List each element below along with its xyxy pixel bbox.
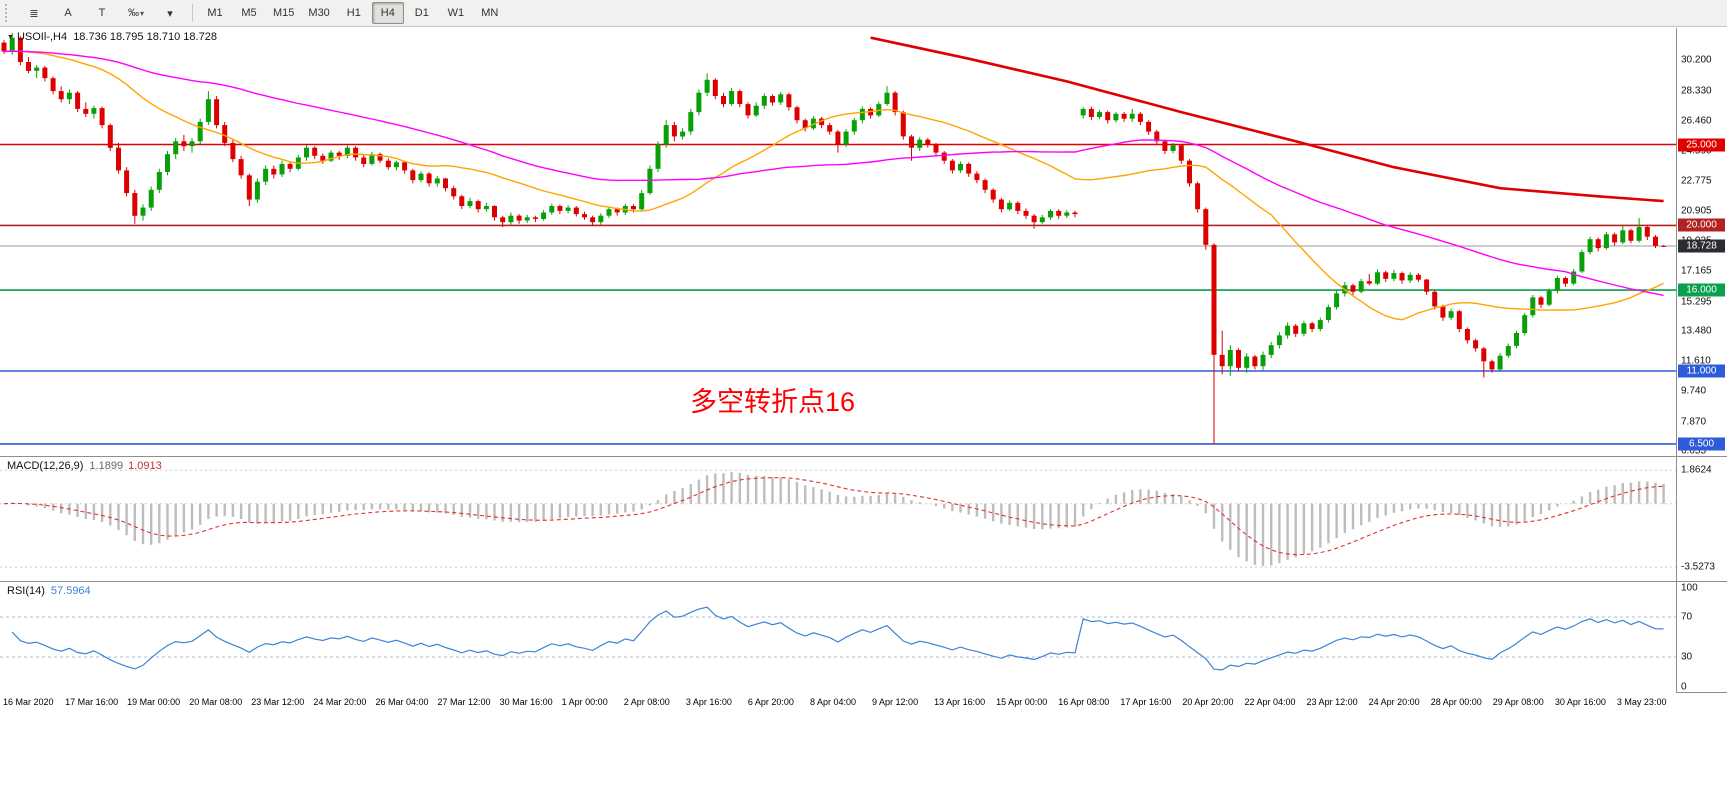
price-tick: 24.590 — [1681, 145, 1712, 157]
current-price-badge: 18.728 — [1678, 239, 1725, 253]
macd-axis[interactable]: 1.8624 -3.5273 — [1676, 457, 1727, 581]
price-level-badge: 11.000 — [1678, 364, 1725, 378]
toolbar-drag-handle[interactable] — [5, 4, 12, 22]
rsi-tick: 30 — [1681, 651, 1693, 663]
price-level-badge: 20.000 — [1678, 218, 1725, 232]
tools-dropdown-button[interactable]: ▾ — [167, 7, 173, 20]
time-label: 27 Mar 12:00 — [437, 697, 491, 707]
rsi-panel: RSI(14) 57.5964 100 70 30 0 — [0, 582, 1727, 693]
macd-indicator-name: MACD(12,26,9) — [7, 460, 84, 472]
rsi-tick: 100 — [1681, 582, 1698, 594]
time-label: 20 Mar 08:00 — [189, 697, 243, 707]
macd-panel: MACD(12,26,9) 1.1899 1.0913 1.8624 -3.5273 — [0, 457, 1727, 582]
time-label: 30 Apr 16:00 — [1554, 697, 1606, 707]
macd-tick: -3.5273 — [1681, 561, 1715, 573]
macd-main-value: 1.1899 — [89, 460, 124, 472]
time-label: 17 Mar 16:00 — [65, 697, 119, 707]
timeframe-button-m15[interactable]: M15 — [273, 7, 295, 19]
time-label: 17 Apr 16:00 — [1120, 697, 1172, 707]
rsi-tick: 0 — [1681, 681, 1687, 693]
time-label: 28 Apr 00:00 — [1430, 697, 1482, 707]
time-label: 9 Apr 12:00 — [872, 697, 919, 707]
time-label: 19 Mar 00:00 — [127, 697, 181, 707]
time-label: 23 Apr 12:00 — [1306, 697, 1358, 707]
timeframe-button-h1[interactable]: H1 — [346, 7, 361, 19]
price-level-badge: 6.500 — [1678, 437, 1725, 451]
time-label: 23 Mar 12:00 — [251, 697, 305, 707]
collapse-icon[interactable]: ▼ — [7, 34, 14, 41]
timeframe-button-mn[interactable]: MN — [481, 7, 499, 19]
time-label: 1 Apr 00:00 — [561, 697, 608, 707]
price-axis[interactable]: 30.20028.33026.46024.59022.77520.90519.0… — [1676, 28, 1727, 457]
time-label: 22 Apr 04:00 — [1244, 697, 1296, 707]
timeframe-button-h4[interactable]: H4 — [371, 2, 404, 24]
chart-title: ▼ USOIl-,H4 18.736 18.795 18.710 18.728 — [7, 31, 217, 43]
price-tick: 28.330 — [1681, 85, 1712, 97]
caret-down-icon: ▾ — [139, 8, 144, 18]
time-label: 2 Apr 08:00 — [623, 697, 670, 707]
text-label-tool-button[interactable]: A — [64, 7, 72, 19]
timeframe-button-w1[interactable]: W1 — [447, 7, 465, 19]
main-chart-panel: ▼ USOIl-,H4 18.736 18.795 18.710 18.728 多… — [0, 28, 1727, 457]
price-tick: 13.480 — [1681, 325, 1712, 337]
main-chart-canvas[interactable] — [0, 28, 1676, 456]
time-label: 16 Mar 2020 — [3, 697, 54, 707]
time-label: 24 Mar 20:00 — [313, 697, 367, 707]
price-tick: 11.610 — [1681, 355, 1711, 367]
toolbar-separator — [192, 4, 193, 22]
rsi-tick: 70 — [1681, 611, 1693, 623]
price-level-badge: 25.000 — [1678, 138, 1725, 151]
time-axis[interactable]: 16 Mar 2020 17 Mar 16:00 19 Mar 00:00 20 Ma… — [0, 692, 1676, 714]
timeframe-button-m1[interactable]: M1 — [207, 7, 223, 19]
main-toolbar: ≣ A T ‰ ▾ ▾ M1 M5 M15 M30 H1 H4 D1 W1 MN — [0, 0, 1727, 27]
macd-signal-value: 1.0913 — [128, 460, 162, 472]
price-tick: 15.295 — [1681, 296, 1712, 308]
timeframe-button-m30[interactable]: M30 — [308, 7, 330, 19]
time-label: 29 Apr 08:00 — [1492, 697, 1544, 707]
time-label: 13 Apr 16:00 — [934, 697, 986, 707]
time-label: 3 May 23:00 — [1616, 697, 1667, 707]
price-tick: 20.905 — [1681, 205, 1712, 217]
time-label: 15 Apr 00:00 — [996, 697, 1048, 707]
price-tick: 17.165 — [1681, 265, 1712, 277]
time-label: 24 Apr 20:00 — [1368, 697, 1420, 707]
time-label: 6 Apr 20:00 — [747, 697, 794, 707]
price-tick: 22.775 — [1681, 175, 1712, 186]
time-label: 20 Apr 20:00 — [1182, 697, 1234, 707]
time-label: 30 Mar 16:00 — [499, 697, 553, 707]
chart-symbol-period: USOIl-,H4 — [16, 31, 68, 43]
price-level-badge: 16.000 — [1678, 283, 1725, 297]
price-tick: 7.870 — [1681, 416, 1707, 428]
line-studies-toolbar: ≣ A T ‰ ▾ ▾ — [17, 2, 187, 24]
time-label: 3 Apr 16:00 — [685, 697, 732, 707]
timeframe-toolbar: M1 M5 M15 M30 H1 H4 D1 W1 MN — [198, 2, 507, 24]
rsi-indicator-name: RSI(14) — [7, 585, 45, 597]
price-tick: 30.200 — [1681, 54, 1712, 66]
timeframe-button-d1[interactable]: D1 — [414, 7, 429, 19]
time-label: 8 Apr 04:00 — [809, 697, 856, 707]
chart-ohlc-values: 18.736 18.795 18.710 18.728 — [73, 31, 217, 43]
timeframe-button-m5[interactable]: M5 — [241, 7, 257, 19]
rsi-label: RSI(14) 57.5964 — [7, 585, 91, 597]
chart-annotation-text[interactable]: 多空转折点16 — [690, 387, 856, 417]
rsi-axis[interactable]: 100 70 30 0 — [1676, 582, 1727, 693]
time-label: 26 Mar 04:00 — [375, 697, 429, 707]
price-tick: 26.460 — [1681, 115, 1712, 127]
rsi-value: 57.5964 — [50, 585, 91, 597]
scale-tool-button[interactable]: ‰ ▾ — [127, 7, 144, 19]
macd-tick: 1.8624 — [1681, 464, 1712, 476]
price-tick: 9.740 — [1681, 385, 1707, 397]
time-label: 16 Apr 08:00 — [1058, 697, 1110, 707]
text-tool-button[interactable]: T — [98, 7, 106, 19]
price-tick: 6.055 — [1681, 445, 1707, 457]
templates-tool-button[interactable]: ≣ — [29, 7, 39, 20]
macd-canvas[interactable] — [0, 457, 1676, 581]
rsi-canvas[interactable] — [0, 582, 1676, 692]
macd-label: MACD(12,26,9) 1.1899 1.0913 — [7, 460, 162, 472]
